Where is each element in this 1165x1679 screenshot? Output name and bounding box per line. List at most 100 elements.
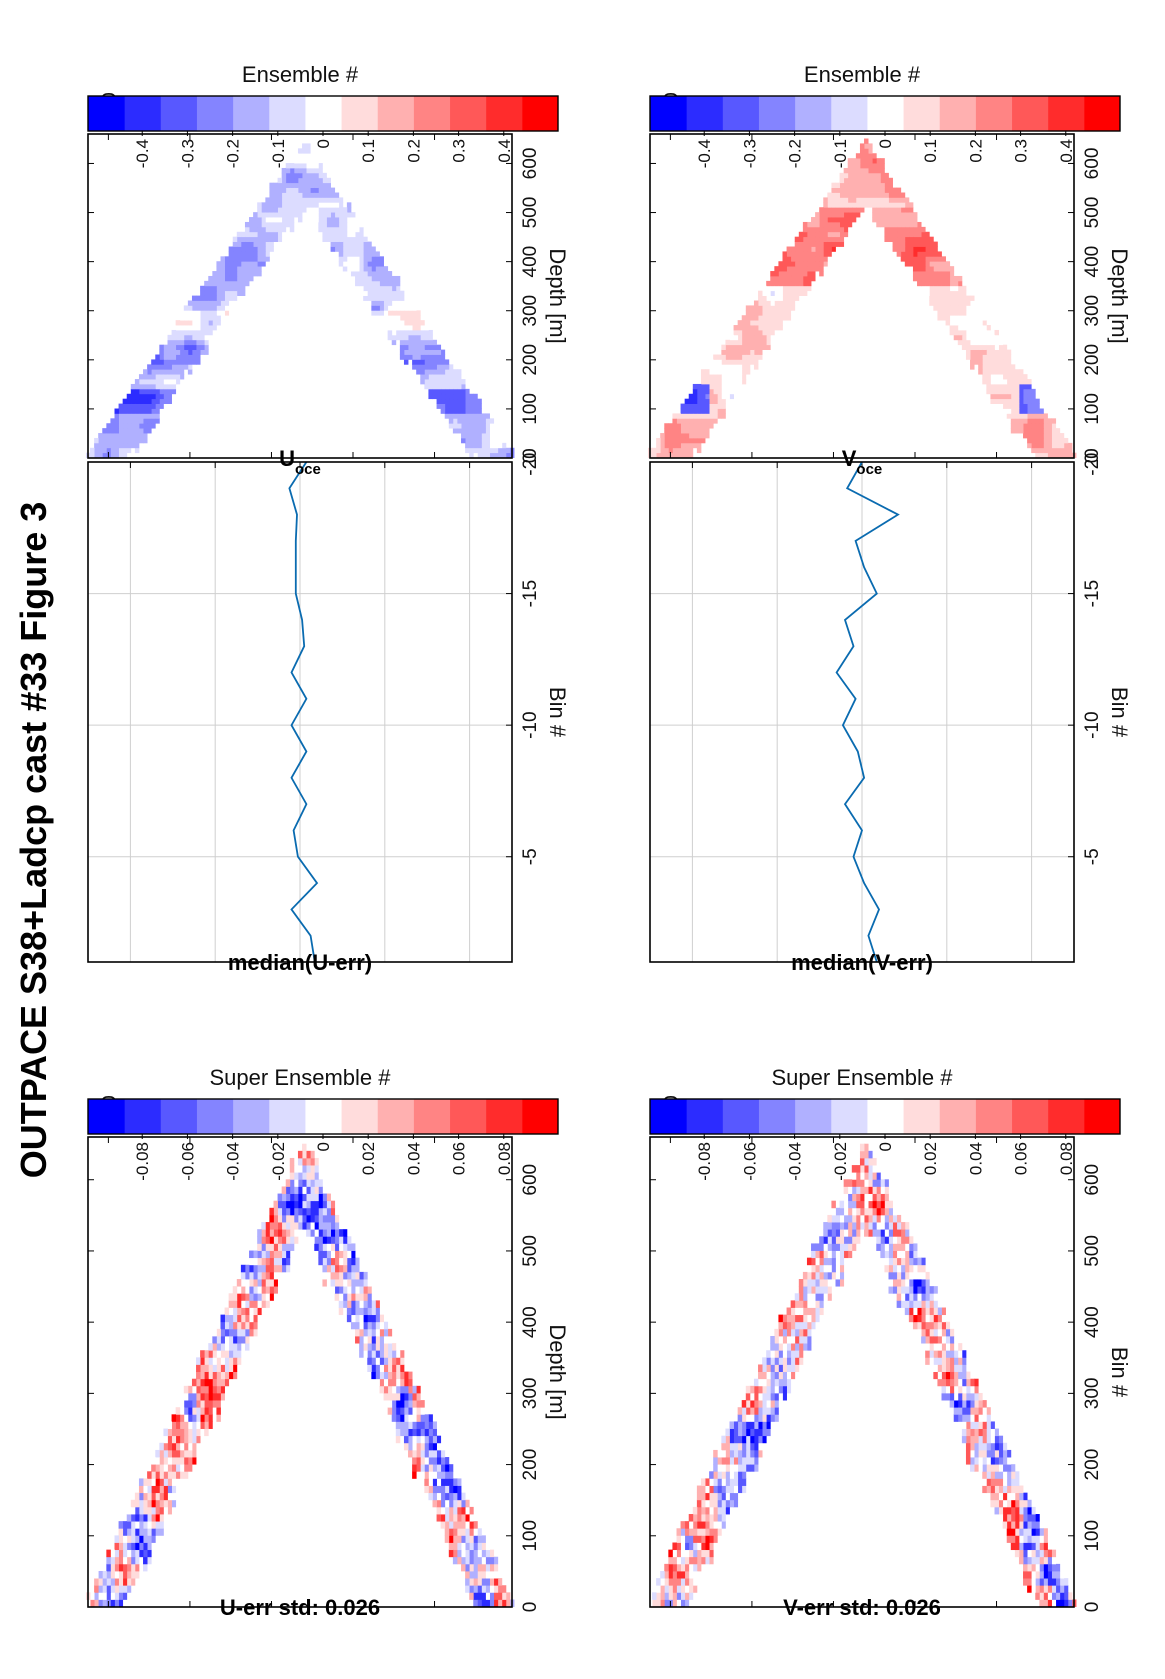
heatmap-cell — [265, 231, 270, 238]
heatmap-cell — [778, 295, 783, 301]
heatmap-cell — [741, 334, 747, 341]
heatmap-cell — [273, 217, 278, 223]
heatmap-cell — [786, 1314, 792, 1323]
heatmap-cell — [790, 1321, 796, 1330]
heatmap-cell — [273, 1243, 278, 1251]
heatmap-cell — [1051, 1556, 1057, 1565]
heatmap-cell — [823, 1236, 828, 1244]
heatmap-cell — [191, 354, 197, 360]
heatmap-cell — [888, 221, 893, 228]
heatmap-cell — [285, 1243, 291, 1251]
heatmap-cell — [395, 1371, 401, 1380]
heatmap-cell — [880, 1250, 885, 1259]
heatmap-cell — [102, 1585, 107, 1593]
heatmap-cell — [892, 1257, 898, 1266]
heatmap-cell — [749, 354, 755, 360]
heatmap-cell — [159, 1485, 164, 1494]
heatmap-cell — [399, 310, 405, 316]
heatmap-cell — [998, 344, 1004, 350]
heatmap-cell — [428, 344, 433, 350]
heatmap-cell — [729, 339, 734, 346]
heatmap-cell — [448, 1542, 454, 1551]
heatmap-cell — [167, 383, 172, 390]
heatmap-cell — [859, 207, 865, 213]
heatmap-cell — [1055, 437, 1061, 444]
heatmap-cell — [505, 447, 511, 454]
heatmap-cell — [945, 1371, 951, 1380]
heatmap-cell — [212, 1400, 217, 1408]
heatmap-cell — [440, 403, 446, 409]
heatmap-cell — [961, 295, 967, 301]
heatmap-cell — [839, 1279, 845, 1287]
heatmap-cell — [774, 320, 779, 326]
heatmap-cell — [334, 1279, 340, 1287]
heatmap-cell — [859, 1143, 865, 1152]
heatmap-cell — [912, 251, 918, 257]
heatmap-cell — [880, 207, 885, 213]
heatmap-cell — [297, 197, 303, 203]
heatmap-cell — [465, 408, 470, 414]
heatmap-cell — [1039, 442, 1044, 449]
heatmap-cell — [395, 1350, 401, 1358]
heatmap-cell — [790, 1371, 796, 1380]
heatmap-cell — [416, 1457, 421, 1465]
heatmap-cell — [363, 275, 368, 282]
heatmap-cell — [994, 364, 999, 370]
heatmap-cell — [155, 379, 160, 385]
heatmap-cell — [839, 1236, 845, 1244]
heatmap-cell — [827, 1257, 832, 1266]
heatmap-cell — [782, 310, 787, 316]
heatmap-cell — [322, 1243, 327, 1251]
heatmap-cell — [896, 236, 902, 242]
heatmap-cell — [220, 315, 225, 321]
heatmap-cell — [978, 334, 983, 341]
heatmap-cell — [350, 231, 356, 238]
heatmap-cell — [147, 388, 152, 395]
heatmap-cell — [289, 177, 295, 184]
heatmap-cell — [998, 374, 1004, 380]
heatmap-cell — [106, 437, 111, 444]
heatmap-cell — [864, 1186, 869, 1194]
heatmap-cell — [815, 266, 820, 272]
heatmap-cell — [1031, 1585, 1036, 1593]
heatmap-cell — [448, 393, 454, 400]
heatmap-cell — [1006, 1528, 1012, 1536]
heatmap-cell — [1051, 1578, 1057, 1586]
heatmap-cell — [998, 1457, 1004, 1465]
heatmap-cell — [847, 187, 853, 193]
heatmap-cell — [725, 1478, 730, 1486]
y-axis-label: Depth [m] — [545, 1324, 570, 1419]
heatmap-cell — [798, 251, 804, 257]
heatmap-cell — [696, 1485, 702, 1494]
heatmap-cell — [285, 1250, 291, 1259]
heatmap-cell — [163, 1428, 168, 1437]
heatmap-cell — [253, 271, 258, 277]
heatmap-cell — [191, 1457, 197, 1465]
heatmap-cell — [705, 1492, 710, 1501]
heatmap-u_oce: 010020030040050060020406080100Depth [m]E… — [85, 62, 570, 478]
heatmap-cell — [208, 1343, 213, 1351]
heatmap-cell — [937, 315, 942, 321]
heatmap-cell — [379, 1357, 384, 1365]
heatmap-cell — [729, 369, 734, 375]
heatmap-cell — [465, 398, 470, 404]
heatmap-cell — [884, 236, 889, 242]
heatmap-cell — [872, 153, 877, 159]
heatmap-cell — [440, 398, 446, 404]
heatmap-cell — [921, 236, 926, 242]
heatmap-cell — [179, 1421, 185, 1429]
heatmap-cell — [970, 349, 975, 355]
heatmap-cell — [155, 374, 160, 380]
heatmap-cell — [896, 1300, 902, 1308]
heatmap-cell — [1035, 1542, 1040, 1551]
heatmap-cell — [183, 1464, 189, 1472]
heatmap-cell — [917, 280, 922, 287]
heatmap-cell — [815, 226, 820, 233]
heatmap-cell — [864, 177, 869, 184]
heatmap-cell — [179, 364, 185, 370]
heatmap-cell — [367, 1286, 372, 1294]
heatmap-cell — [461, 1549, 466, 1558]
heatmap-cell — [159, 1457, 164, 1465]
heatmap-cell — [1059, 437, 1065, 444]
heatmap-cell — [1002, 349, 1008, 355]
